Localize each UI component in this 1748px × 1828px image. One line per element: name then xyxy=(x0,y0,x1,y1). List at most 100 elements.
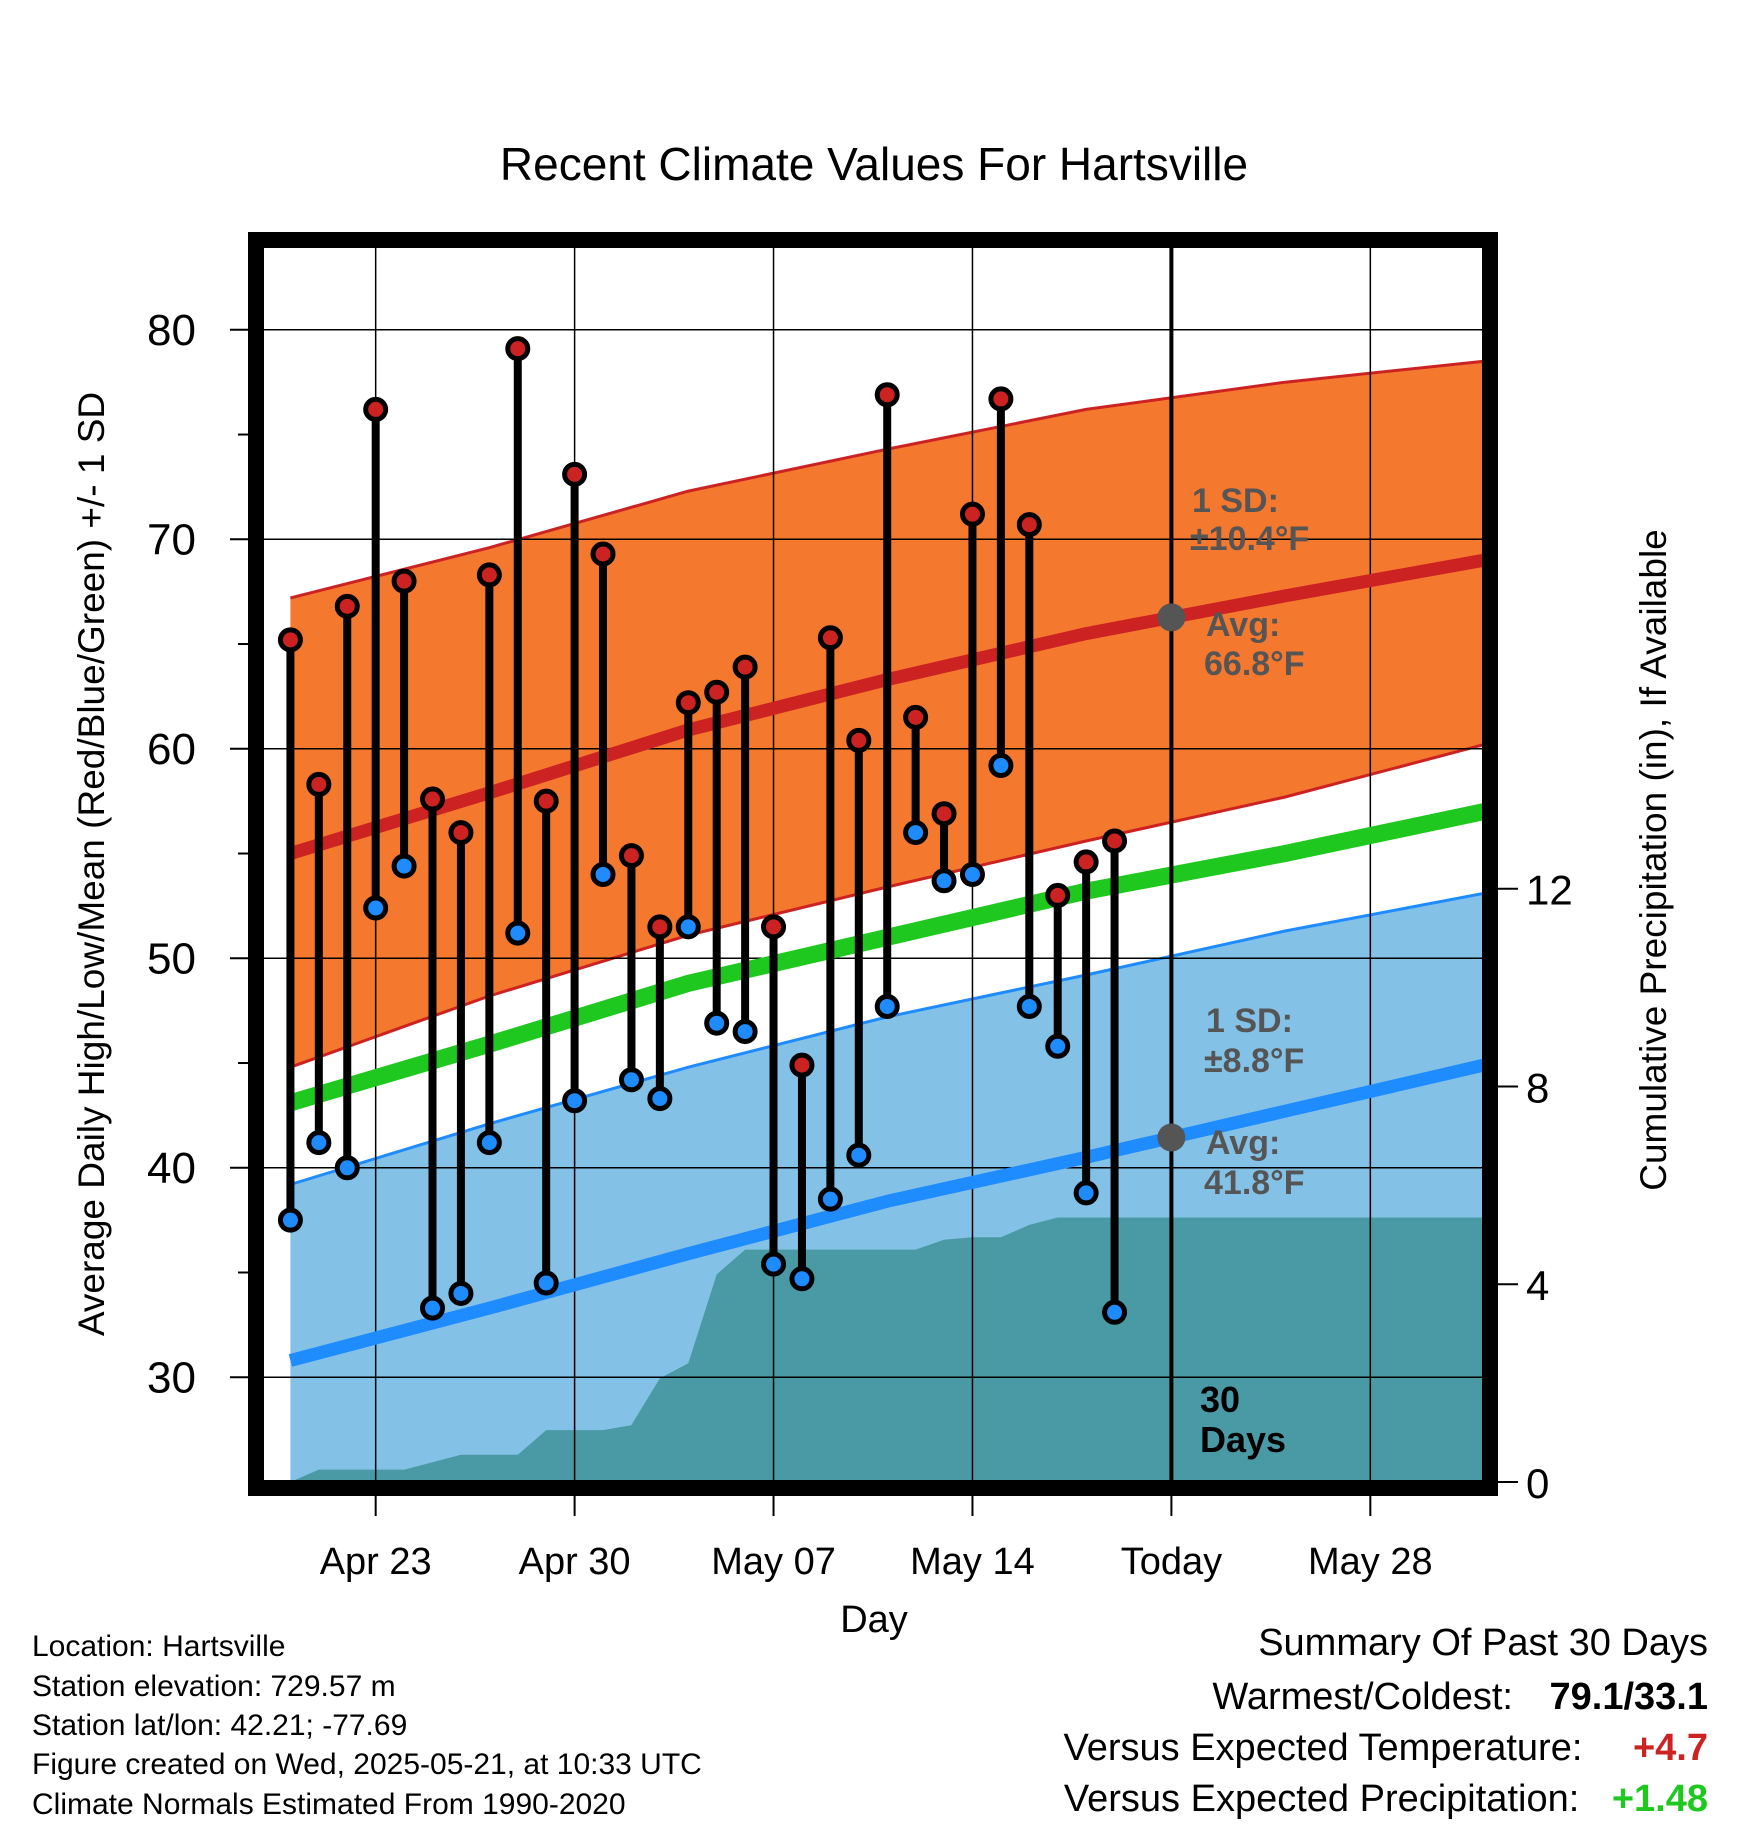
today-low-normal-dot xyxy=(1157,1123,1186,1152)
y2-tick-label: 8 xyxy=(1526,1064,1549,1111)
daily-high-point xyxy=(1102,828,1128,854)
y-tick-label: 50 xyxy=(147,934,196,983)
summary-warmest-value: 79.1/33.1 xyxy=(1549,1676,1708,1718)
daily-high-point xyxy=(817,625,843,651)
daily-high-point xyxy=(533,788,559,814)
summary-temp-value: +4.7 xyxy=(1632,1727,1708,1769)
station-latlon: Station lat/lon: 42.21; -77.69 xyxy=(32,1709,408,1742)
daily-low-point xyxy=(334,1155,360,1181)
x-tick-label: May 07 xyxy=(711,1541,836,1583)
figure-created: Figure created on Wed, 2025-05-21, at 10… xyxy=(32,1748,702,1781)
daily-low-point xyxy=(647,1086,673,1112)
y-tick-label: 80 xyxy=(147,306,196,355)
x-tick-label: Apr 23 xyxy=(320,1541,432,1583)
daily-high-point xyxy=(277,627,303,653)
daily-low-point xyxy=(675,914,701,940)
daily-low-point xyxy=(1016,993,1042,1019)
station-location: Location: Hartsville xyxy=(32,1630,286,1663)
low-normal-line xyxy=(288,1058,1486,1367)
daily-low-point xyxy=(931,868,957,894)
daily-low-point xyxy=(846,1142,872,1168)
daily-low-point xyxy=(448,1280,474,1306)
daily-high-point xyxy=(1073,849,1099,875)
daily-low-point xyxy=(1045,1033,1071,1059)
daily-high-point xyxy=(1016,512,1042,538)
y-tick-label: 40 xyxy=(147,1144,196,1193)
daily-high-point xyxy=(505,336,531,362)
daily-low-point xyxy=(590,861,616,887)
daily-low-point xyxy=(1102,1299,1128,1325)
daily-low-point xyxy=(704,1010,730,1036)
y2-tick-label: 4 xyxy=(1526,1262,1549,1309)
summary-temp-label: Versus Expected Temperature: xyxy=(1063,1727,1583,1769)
annotation-label: Avg: xyxy=(1206,1124,1280,1162)
summary-precip-label: Versus Expected Precipitation: xyxy=(1063,1778,1580,1820)
daily-high-point xyxy=(675,690,701,716)
daily-high-point xyxy=(903,704,929,730)
days-count-label: 30 xyxy=(1200,1379,1240,1420)
daily-high-point xyxy=(732,654,758,680)
summary-precip-value: +1.48 xyxy=(1611,1778,1708,1820)
daily-low-point xyxy=(363,895,389,921)
daily-low-point xyxy=(903,820,929,846)
y-tick-label: 30 xyxy=(147,1353,196,1402)
daily-high-point xyxy=(988,386,1014,412)
daily-high-point xyxy=(1045,882,1071,908)
daily-high-point xyxy=(334,593,360,619)
daily-high-point xyxy=(391,568,417,594)
daily-high-point xyxy=(704,679,730,705)
daily-high-point xyxy=(846,727,872,753)
daily-high-point xyxy=(761,914,787,940)
annotation-label: 1 SD: xyxy=(1192,482,1279,520)
daily-low-point xyxy=(761,1251,787,1277)
summary-warmest-label: Warmest/Coldest: xyxy=(1212,1676,1513,1718)
daily-high-point xyxy=(590,541,616,567)
daily-high-point xyxy=(562,461,588,487)
daily-low-point xyxy=(277,1207,303,1233)
daily-low-point xyxy=(959,861,985,887)
daily-low-point xyxy=(874,993,900,1019)
summary-warmest-row: Warmest/Coldest: 79.1/33.1 xyxy=(1212,1676,1708,1719)
summary-temp-row: Versus Expected Temperature: +4.7 xyxy=(1063,1727,1708,1770)
x-tick-label: Apr 30 xyxy=(519,1541,631,1583)
daily-high-point xyxy=(448,820,474,846)
daily-low-point xyxy=(476,1130,502,1156)
daily-high-point xyxy=(874,382,900,408)
x-tick-label: May 28 xyxy=(1308,1541,1433,1583)
days-unit-label: Days xyxy=(1200,1419,1286,1460)
daily-low-point xyxy=(732,1019,758,1045)
daily-low-point xyxy=(562,1088,588,1114)
x-axis-label: Day xyxy=(840,1599,908,1641)
daily-low-point xyxy=(1073,1180,1099,1206)
daily-high-point xyxy=(959,501,985,527)
annotation-value: 41.8°F xyxy=(1204,1164,1305,1202)
daily-high-point xyxy=(789,1052,815,1078)
daily-low-point xyxy=(533,1270,559,1296)
annotation-label: 1 SD: xyxy=(1206,1002,1293,1040)
x-tick-label: May 14 xyxy=(910,1541,1035,1583)
daily-high-point xyxy=(420,786,446,812)
daily-high-point xyxy=(647,914,673,940)
daily-high-point xyxy=(363,396,389,422)
precipitation-area xyxy=(290,1217,1484,1482)
y-tick-label: 60 xyxy=(147,725,196,774)
y-tick-label: 70 xyxy=(147,515,196,564)
daily-high-point xyxy=(476,562,502,588)
daily-low-point xyxy=(988,753,1014,779)
annotation-value: ±8.8°F xyxy=(1204,1042,1304,1080)
daily-low-point xyxy=(505,920,531,946)
daily-high-point xyxy=(931,801,957,827)
station-elevation: Station elevation: 729.57 m xyxy=(32,1670,396,1703)
chart-title: Recent Climate Values For Hartsville xyxy=(500,138,1248,190)
annotation-value: ±10.4°F xyxy=(1190,520,1309,558)
daily-low-point xyxy=(420,1295,446,1321)
y2-tick-label: 0 xyxy=(1526,1460,1549,1507)
plot-frame xyxy=(248,232,1498,1496)
y-axis-label: Average Daily High/Low/Mean (Red/Blue/Gr… xyxy=(71,392,112,1336)
daily-low-point xyxy=(817,1186,843,1212)
y2-tick-label: 12 xyxy=(1526,867,1573,914)
x-tick-label: Today xyxy=(1121,1541,1222,1583)
annotation-label: Avg: xyxy=(1206,606,1280,644)
